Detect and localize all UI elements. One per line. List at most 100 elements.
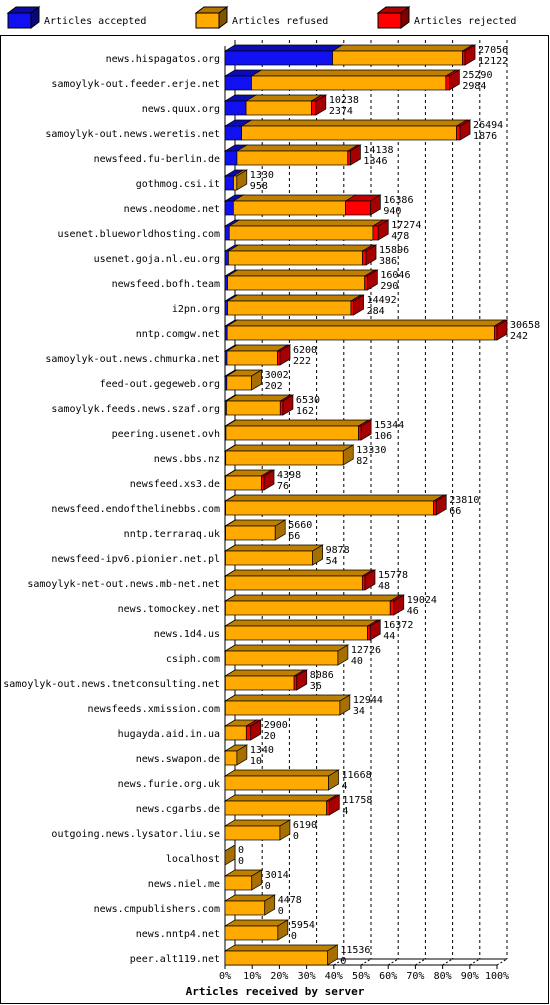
- x-tick-label: 70%: [406, 971, 424, 982]
- accepted-label: 46: [407, 606, 419, 617]
- bar: [228, 225, 374, 241]
- accepted-label: 4: [342, 806, 348, 817]
- y-tick-label: news.cgarbs.de: [136, 804, 220, 815]
- bar: [332, 50, 463, 66]
- bar: [226, 375, 252, 391]
- bar: [224, 300, 228, 316]
- accepted-label: 36: [310, 681, 322, 692]
- bar: [226, 350, 278, 366]
- bar-top: [223, 794, 338, 802]
- bar-side: [279, 344, 291, 366]
- y-tick-label: nntp.terraraq.uk: [124, 529, 220, 540]
- bar-top: [224, 444, 355, 452]
- bar: [232, 200, 346, 216]
- y-tick-label: i2pn.org: [172, 304, 220, 315]
- x-tick-label: 10%: [243, 971, 261, 982]
- x-tick-label: 20%: [270, 971, 288, 982]
- legend-label: Articles rejected: [414, 16, 516, 27]
- bar: [225, 475, 262, 491]
- bar-side: [282, 394, 294, 416]
- bar-top: [224, 644, 350, 652]
- total-label: 16372: [383, 620, 413, 631]
- bar-top: [227, 219, 385, 227]
- bar-side: [435, 494, 447, 516]
- bar: [224, 75, 252, 91]
- bar-top: [224, 419, 370, 427]
- bar: [245, 725, 252, 741]
- bar-top: [224, 669, 306, 677]
- y-tick-label: newsfeed.xs3.de: [130, 479, 220, 490]
- total-label: 1340: [250, 745, 274, 756]
- accepted-label: 940: [383, 206, 401, 217]
- bar-side: [250, 719, 262, 741]
- x-tick-label: 90%: [461, 971, 479, 982]
- accepted-label: 2374: [329, 106, 353, 117]
- total-label: 12944: [353, 695, 383, 706]
- grid-floor: [496, 958, 508, 966]
- bar: [224, 875, 253, 891]
- bar-top: [244, 94, 323, 102]
- total-label: 4398: [277, 470, 301, 481]
- total-label: 11758: [342, 795, 372, 806]
- accepted-label: 0: [340, 956, 346, 967]
- bar-top: [223, 919, 290, 927]
- accepted-label: 0: [291, 931, 297, 942]
- accepted-label: 2984: [462, 81, 486, 92]
- bar: [372, 225, 379, 241]
- accepted-label: 4: [342, 781, 348, 792]
- grid-floor: [333, 958, 345, 966]
- total-label: 4478: [278, 895, 302, 906]
- y-tick-label: news.hispagatos.org: [106, 54, 220, 65]
- bar: [364, 275, 368, 291]
- y-tick-label: localhost: [166, 854, 220, 865]
- y-tick-label: samoylyk-net-out.news.mb-net.net: [27, 579, 220, 590]
- bar: [445, 75, 450, 91]
- bar-top: [223, 819, 292, 827]
- bar-side: [353, 294, 364, 316]
- bar-top: [223, 44, 344, 52]
- y-tick-label: news.tomockey.net: [118, 604, 220, 615]
- total-label: 3014: [265, 870, 289, 881]
- bar-side: [350, 144, 361, 166]
- accepted-label: 0: [265, 881, 271, 892]
- bar: [225, 500, 434, 516]
- bar-side: [365, 244, 377, 266]
- bar-side: [279, 819, 291, 841]
- bar: [456, 125, 461, 141]
- bar: [358, 425, 362, 441]
- bar-side: [464, 44, 476, 66]
- bar-top: [223, 769, 340, 777]
- total-label: 17274: [391, 220, 421, 231]
- grid-floor: [415, 958, 426, 966]
- y-tick-label: news.cmpublishers.com: [94, 904, 220, 915]
- accepted-label: 10: [250, 756, 262, 767]
- total-label: 27056: [478, 45, 508, 56]
- bar: [389, 600, 395, 616]
- x-tick-label: 40%: [325, 971, 343, 982]
- bar: [279, 400, 284, 416]
- accepted-label: 0: [278, 906, 284, 917]
- bar: [362, 250, 367, 266]
- bar-top: [226, 269, 376, 277]
- bar: [224, 675, 295, 691]
- y-tick-label: newsfeed.bofh.team: [112, 279, 220, 290]
- y-tick-label: news.quux.org: [142, 104, 220, 115]
- total-label: 15778: [378, 570, 408, 581]
- accepted-label: 106: [374, 431, 392, 442]
- y-tick-label: usenet.blueworldhosting.com: [57, 229, 220, 240]
- y-tick-label: newsfeeds.xmission.com: [88, 704, 220, 715]
- x-tick-label: 30%: [298, 971, 316, 982]
- bar: [251, 75, 447, 91]
- bar: [225, 575, 363, 591]
- bar: [226, 400, 281, 416]
- accepted-label: 478: [391, 231, 409, 242]
- total-label: 14492: [367, 295, 397, 306]
- bar-top: [240, 119, 468, 127]
- y-tick-label: feed-out.gegeweb.org: [100, 379, 220, 390]
- bar-side: [377, 219, 389, 241]
- y-tick-label: newsfeed-ipv6.pionier.net.pl: [51, 554, 220, 565]
- bar-side: [367, 269, 378, 291]
- x-axis-title: Articles received by server: [186, 985, 365, 998]
- total-label: 30658: [510, 320, 540, 331]
- accepted-label: 34: [353, 706, 365, 717]
